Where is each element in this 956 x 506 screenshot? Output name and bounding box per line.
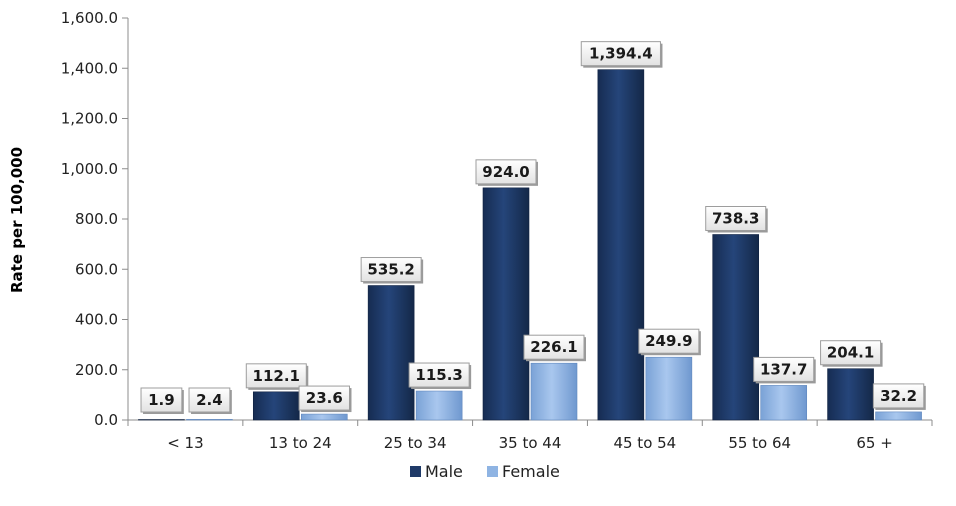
legend-label-male: Male [425, 462, 463, 481]
data-label-male: 535.2 [367, 261, 414, 279]
x-tick-label: 25 to 34 [384, 434, 447, 452]
legend-swatch-female [487, 466, 498, 477]
data-label-box [523, 334, 585, 360]
data-label-male: 1.9 [148, 391, 175, 409]
data-label-box [820, 340, 882, 366]
y-tick-label: 200.0 [75, 361, 118, 379]
data-label-female: 2.4 [196, 391, 223, 409]
y-tick-label: 0.0 [94, 411, 118, 429]
bar-female [760, 385, 808, 421]
data-labels: 1.9 112.1 535.2 924.0 1,394.4 738.3 204.1 2.4 23… [140, 41, 926, 414]
legend-label-female: Female [502, 462, 560, 481]
data-label-box [638, 328, 700, 354]
x-tick-label: 45 to 54 [613, 434, 676, 452]
data-label-female: 226.1 [530, 338, 577, 356]
bar-female [645, 356, 693, 421]
data-label-female: 115.3 [415, 366, 462, 384]
data-label-male: 1,394.4 [589, 45, 653, 63]
legend-swatch-male [410, 466, 421, 477]
bar-male [367, 285, 415, 421]
data-label-box [360, 257, 422, 283]
data-label-female: 23.6 [306, 389, 343, 407]
bar-female [186, 419, 233, 421]
bar-male [712, 234, 760, 421]
y-tick-label: 1,600.0 [61, 9, 118, 27]
data-label-male: 924.0 [482, 163, 529, 181]
bar-female [875, 411, 922, 421]
data-label-box [408, 362, 470, 388]
data-label-box [188, 387, 231, 413]
data-label-box [872, 383, 925, 409]
legend: Male Female [410, 462, 560, 481]
x-tick-label: 35 to 44 [499, 434, 562, 452]
y-tick-label: 1,200.0 [61, 110, 118, 128]
x-tick-label: 55 to 64 [728, 434, 791, 452]
y-tick-label: 1,000.0 [61, 160, 118, 178]
data-label-female: 32.2 [880, 387, 917, 405]
bar-female [530, 362, 578, 421]
x-tick-label: < 13 [167, 434, 203, 452]
data-label-box [140, 387, 183, 413]
bar-male [597, 69, 645, 421]
bar-male [482, 187, 530, 421]
bar-male [252, 391, 300, 421]
data-label-male: 112.1 [253, 367, 300, 385]
bar-male [138, 419, 185, 421]
data-label-female: 137.7 [760, 360, 807, 378]
x-tick-label: 65 + [856, 434, 892, 452]
axes: 0.0 200.0 400.0 600.0 800.0 1,000.0 1,200.0 1,4… [61, 9, 933, 452]
data-label-male: 204.1 [827, 344, 874, 362]
y-tick-label: 1,400.0 [61, 59, 118, 77]
bar-male [827, 368, 874, 421]
bars [138, 69, 922, 421]
data-label-female: 249.9 [645, 332, 692, 350]
data-label-box [580, 41, 661, 67]
data-label-box [245, 363, 307, 389]
bar-female [300, 413, 348, 421]
data-label-male: 738.3 [712, 210, 759, 228]
bar-female [415, 390, 463, 421]
y-axis-label: Rate per 100,000 [8, 147, 26, 293]
y-tick-label: 800.0 [75, 210, 118, 228]
data-label-box [475, 159, 537, 185]
y-tick-label: 400.0 [75, 311, 118, 329]
data-label-box [298, 385, 350, 411]
data-label-box [705, 206, 767, 232]
y-tick-label: 600.0 [75, 260, 118, 278]
x-tick-label: 13 to 24 [269, 434, 332, 452]
data-label-box [753, 356, 815, 382]
